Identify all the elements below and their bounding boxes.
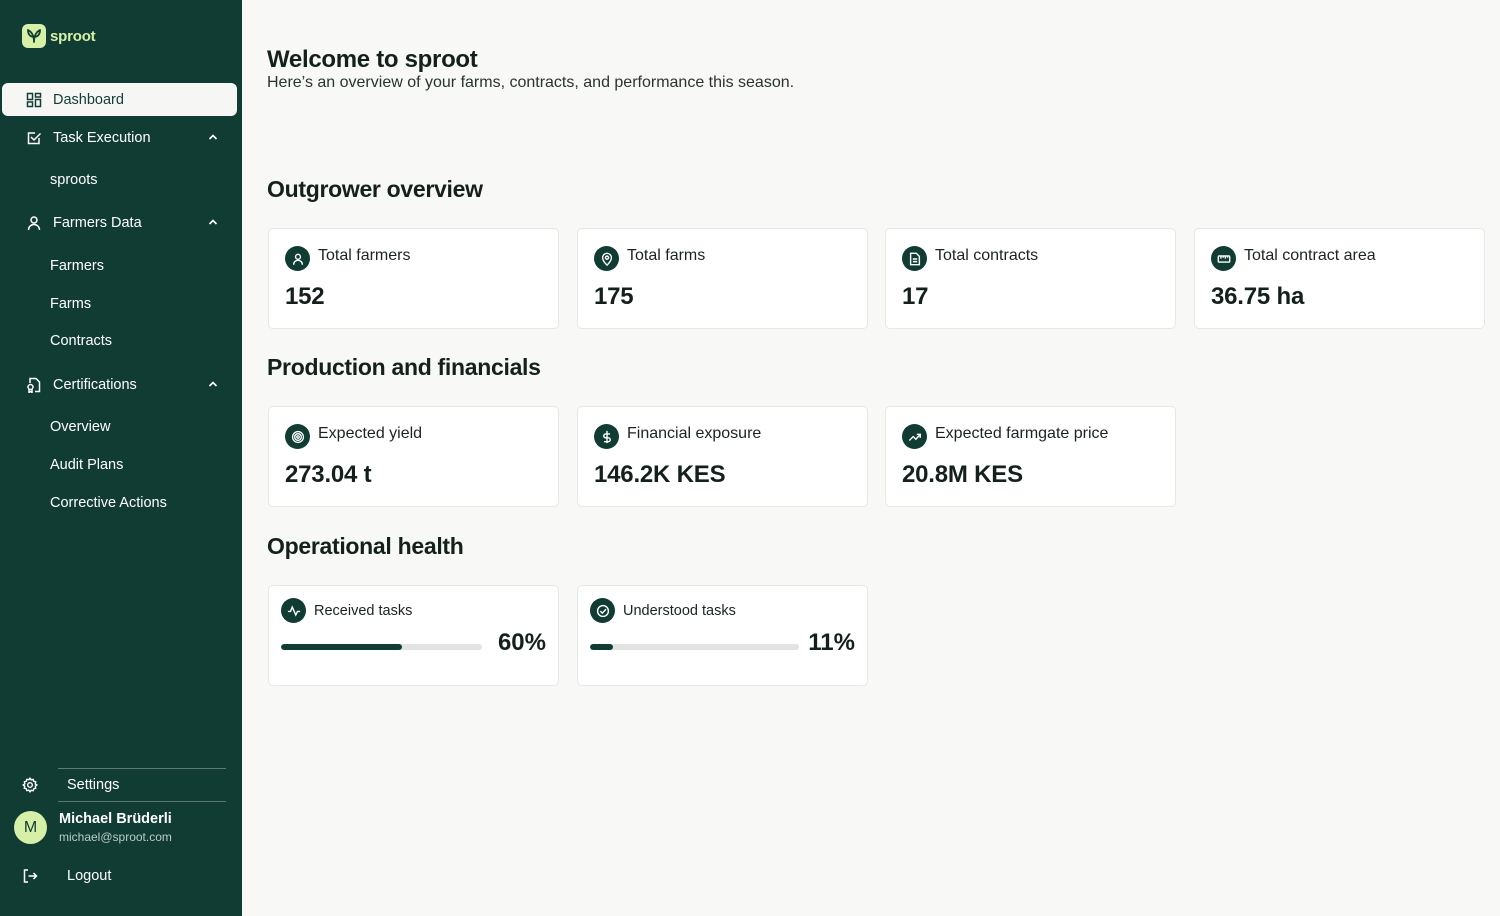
sidebar-subitem-corrective-actions[interactable]: Corrective Actions: [50, 495, 167, 511]
health-label: Received tasks: [314, 603, 413, 619]
sidebar-item-farmers-data[interactable]: Farmers Data: [2, 206, 237, 239]
stat-value: 152: [285, 283, 325, 310]
stat-card-expected-farmgate-price: Expected farmgate price 20.8M KES: [885, 406, 1176, 507]
sproot-logo-icon: [22, 24, 46, 48]
map-pin-icon: [594, 246, 619, 271]
sidebar-item-label: Dashboard: [53, 91, 124, 108]
divider: [58, 801, 226, 802]
chevron-up-icon[interactable]: [207, 216, 219, 228]
sidebar-item-task-execution[interactable]: Task Execution: [2, 121, 237, 154]
logout-icon: [23, 869, 38, 883]
stat-card-total-contract-area: Total contract area 36.75 ha: [1194, 228, 1485, 329]
sidebar-item-certifications[interactable]: Certifications: [2, 368, 237, 401]
stat-card-total-farms: Total farms 175: [577, 228, 868, 329]
divider: [58, 768, 226, 769]
user-name: Michael Brüderli: [59, 811, 172, 827]
sidebar-item-label: Certifications: [53, 376, 137, 393]
stat-card-expected-yield: Expected yield 273.04 t: [268, 406, 559, 507]
progress-fill: [281, 644, 402, 650]
stat-card-total-contracts: Total contracts 17: [885, 228, 1176, 329]
stat-label: Total farms: [627, 247, 706, 264]
sidebar: sproot Dashboard Task Execution sproots …: [0, 0, 242, 916]
progress-bar: [281, 644, 482, 650]
section-title-production: Production and financials: [267, 354, 541, 380]
section-title-operational-health: Operational health: [267, 533, 464, 559]
stat-value: 273.04 t: [285, 461, 372, 488]
stat-label: Total contracts: [935, 247, 1039, 264]
page-subtitle: Here’s an overview of your farms, contra…: [267, 74, 795, 91]
sidebar-subitem-overview[interactable]: Overview: [50, 419, 111, 435]
user-email: michael@sproot.com: [59, 830, 172, 844]
stat-label: Total farmers: [318, 247, 411, 264]
avatar: M: [14, 811, 47, 844]
sidebar-item-dashboard[interactable]: Dashboard: [2, 83, 237, 116]
activity-icon: [281, 598, 306, 623]
health-card-understood-tasks: Understood tasks 11%: [577, 585, 868, 686]
user-profile[interactable]: M Michael Brüderli michael@sproot.com: [14, 811, 172, 844]
user-icon: [26, 215, 42, 231]
page-title: Welcome to sproot: [267, 46, 478, 73]
gear-icon: [22, 777, 38, 793]
sidebar-subitem-audit-plans[interactable]: Audit Plans: [50, 457, 124, 473]
dashboard-grid-icon: [26, 92, 42, 108]
sidebar-subitem-farms[interactable]: Farms: [50, 296, 92, 312]
health-label: Understood tasks: [623, 603, 736, 619]
settings-label: Settings: [67, 777, 120, 793]
health-percentage: 11%: [808, 629, 855, 656]
chevron-up-icon[interactable]: [207, 131, 219, 143]
health-percentage: 60%: [497, 629, 546, 656]
checkbox-icon: [26, 130, 42, 146]
stat-card-financial-exposure: Financial exposure 146.2K KES: [577, 406, 868, 507]
health-card-received-tasks: Received tasks 60%: [268, 585, 559, 686]
ruler-icon: [1211, 246, 1236, 271]
stat-label: Financial exposure: [627, 425, 762, 442]
chevron-up-icon[interactable]: [207, 378, 219, 390]
sidebar-item-label: Farmers Data: [53, 214, 142, 231]
sidebar-subitem-sproots[interactable]: sproots: [50, 172, 98, 188]
progress-fill: [590, 644, 613, 650]
sidebar-subitem-farmers[interactable]: Farmers: [50, 258, 104, 274]
stat-label: Expected farmgate price: [935, 425, 1109, 442]
stat-value: 36.75 ha: [1211, 283, 1305, 310]
stat-value: 175: [594, 283, 634, 310]
target-icon: [285, 424, 310, 449]
stat-value: 146.2K KES: [594, 461, 726, 488]
progress-bar: [590, 644, 799, 650]
stat-label: Total contract area: [1244, 247, 1376, 264]
sidebar-item-label: Task Execution: [53, 129, 151, 146]
logout-label: Logout: [67, 868, 112, 884]
section-title-outgrower: Outgrower overview: [267, 176, 483, 202]
logo-text: sproot: [50, 27, 96, 45]
stat-value: 17: [902, 283, 929, 310]
stat-value: 20.8M KES: [902, 461, 1023, 488]
dollar-icon: [594, 424, 619, 449]
logo[interactable]: sproot: [22, 24, 96, 48]
stat-label: Expected yield: [318, 425, 423, 442]
logout-button[interactable]: Logout: [22, 868, 111, 884]
document-icon: [902, 246, 927, 271]
user-icon: [285, 246, 310, 271]
sidebar-subitem-contracts[interactable]: Contracts: [50, 333, 113, 349]
settings-button[interactable]: Settings: [0, 768, 242, 802]
trending-up-icon: [902, 424, 927, 449]
stat-card-total-farmers: Total farmers 152: [268, 228, 559, 329]
certificate-icon: [26, 377, 42, 393]
check-circle-icon: [590, 598, 615, 623]
